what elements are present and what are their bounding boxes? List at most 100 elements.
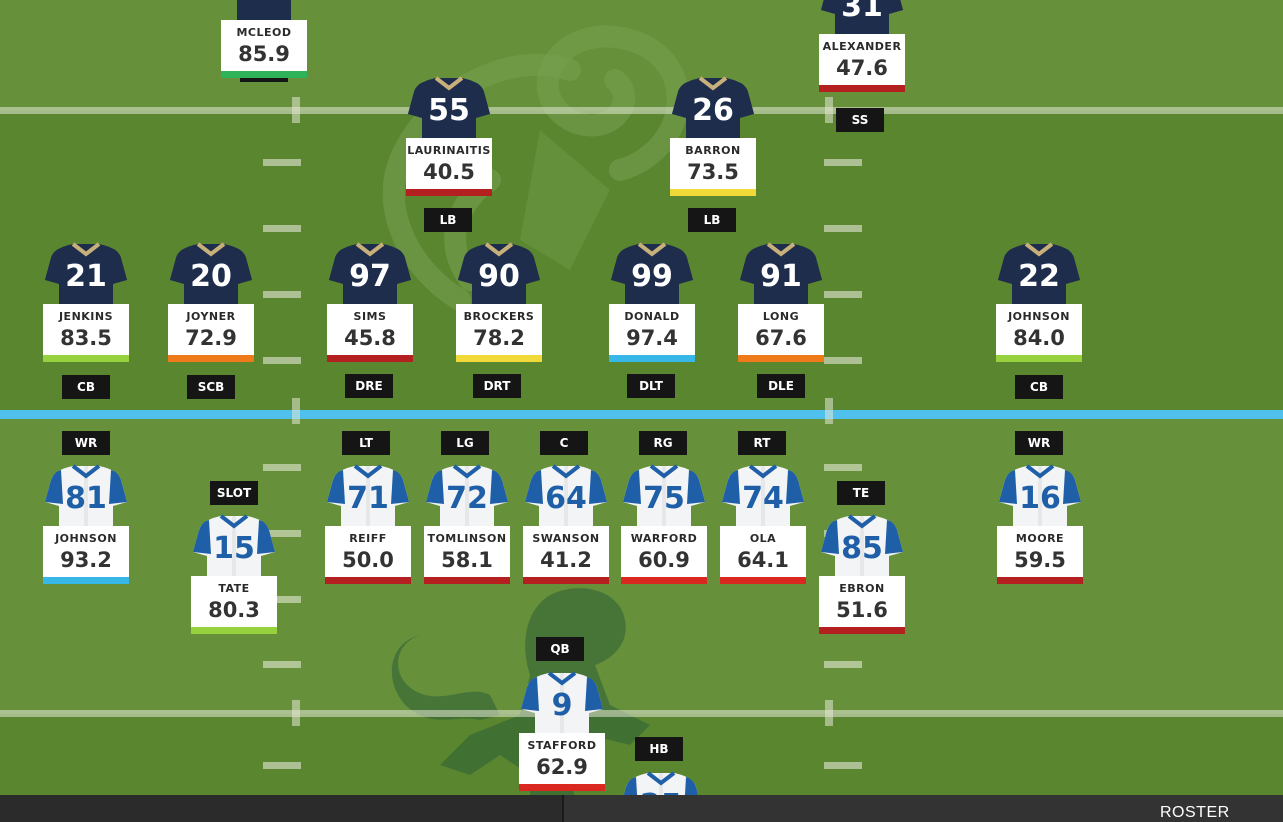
- grade-color-bar: [997, 577, 1083, 584]
- player-card-moore[interactable]: 16 MOORE 59.5: [997, 462, 1083, 584]
- grade-color-bar: [221, 71, 307, 78]
- grade-color-bar: [819, 627, 905, 634]
- position-tag: RT: [738, 431, 786, 455]
- position-tag: LB: [688, 208, 736, 232]
- player-name: ALEXANDER: [822, 40, 902, 53]
- player-grade-card: MCLEOD 85.9: [221, 20, 307, 78]
- player-card-swanson[interactable]: 64 SWANSON 41.2: [523, 462, 609, 584]
- player-name: LAURINAITIS: [407, 144, 491, 157]
- jersey-icon: 15: [193, 514, 275, 580]
- jersey-icon: 9: [521, 671, 603, 737]
- player-card-sims[interactable]: 97 SIMS 45.8: [327, 240, 413, 362]
- player-card-laurinaitis[interactable]: 55 LAURINAITIS 40.5: [406, 74, 492, 196]
- player-card-tate[interactable]: 15 TATE 80.3: [191, 512, 277, 634]
- jersey-icon: 55: [408, 76, 490, 142]
- position-tag: DRE: [345, 374, 393, 398]
- jersey-number: 16: [1019, 481, 1061, 516]
- line-of-scrimmage: [0, 410, 1283, 419]
- position-tag: WR: [1015, 431, 1063, 455]
- player-card-barron[interactable]: 26 BARRON 73.5: [670, 74, 756, 196]
- position-tag: SCB: [187, 375, 235, 399]
- position-tag: WR: [62, 431, 110, 455]
- player-grade: 51.6: [836, 598, 888, 622]
- jersey-number: 97: [349, 259, 391, 294]
- position-tag: TE: [837, 481, 885, 505]
- grade-color-bar: [406, 189, 492, 196]
- jersey-number: 81: [65, 481, 107, 516]
- jersey-number: 21: [65, 259, 107, 294]
- jersey-icon: 16: [999, 464, 1081, 530]
- hash-mark: [263, 530, 301, 537]
- player-card-jenkins[interactable]: 21 JENKINS 83.5: [43, 240, 129, 362]
- bottom-bar: ROSTER: [0, 795, 1283, 822]
- jersey-icon: 72: [426, 464, 508, 530]
- player-grade: 41.2: [540, 548, 592, 572]
- player-grade-card: STAFFORD 62.9: [519, 733, 605, 791]
- player-card-tomlinson[interactable]: 72 TOMLINSON 58.1: [424, 462, 510, 584]
- player-name: JENKINS: [58, 310, 114, 323]
- player-name: TATE: [218, 582, 250, 595]
- player-grade-card: BARRON 73.5: [670, 138, 756, 196]
- grade-color-bar: [325, 577, 411, 584]
- hash-mark: [824, 661, 862, 668]
- player-grade-card: JOHNSON 93.2: [43, 526, 129, 584]
- player-card-mcleod[interactable]: MCLEOD 85.9: [221, 0, 307, 78]
- player-card-warford[interactable]: 75 WARFORD 60.9: [621, 462, 707, 584]
- hash-mark: [824, 291, 862, 298]
- player-grade-card: MOORE 59.5: [997, 526, 1083, 584]
- player-name: SWANSON: [532, 532, 600, 545]
- yard-tick: [825, 398, 833, 424]
- yard-line: [0, 710, 1283, 717]
- grade-color-bar: [519, 784, 605, 791]
- player-card-joyner[interactable]: 20 JOYNER 72.9: [168, 240, 254, 362]
- player-card-ola[interactable]: 74 OLA 64.1: [720, 462, 806, 584]
- jersey-number: 55: [428, 93, 470, 128]
- grade-color-bar: [738, 355, 824, 362]
- player-grade: 40.5: [423, 160, 475, 184]
- player-grade-card: EBRON 51.6: [819, 576, 905, 634]
- player-card-donald[interactable]: 99 DONALD 97.4: [609, 240, 695, 362]
- grade-color-bar: [819, 85, 905, 92]
- player-card-long[interactable]: 91 LONG 67.6: [738, 240, 824, 362]
- jersey-number: 15: [213, 531, 255, 566]
- player-card-reiff[interactable]: 71 REIFF 50.0: [325, 462, 411, 584]
- position-tag: DLT: [627, 374, 675, 398]
- player-name: EBRON: [839, 582, 885, 595]
- hash-mark: [263, 762, 301, 769]
- position-tag: LT: [342, 431, 390, 455]
- hash-mark: [263, 159, 301, 166]
- position-tag: LG: [441, 431, 489, 455]
- player-card-ebron[interactable]: 85 EBRON 51.6: [819, 512, 905, 634]
- player-name: TOMLINSON: [427, 532, 507, 545]
- roster-tab[interactable]: ROSTER: [1160, 804, 1230, 821]
- player-card-johnson-wr[interactable]: 81 JOHNSON 93.2: [43, 462, 129, 584]
- yard-tick: [825, 97, 833, 123]
- jersey-number: 72: [446, 481, 488, 516]
- position-tag: HB: [635, 737, 683, 761]
- player-card-brockers[interactable]: 90 BROCKERS 78.2: [456, 240, 542, 362]
- player-grade-card: JENKINS 83.5: [43, 304, 129, 362]
- position-tag: DLE: [757, 374, 805, 398]
- position-tag: CB: [62, 375, 110, 399]
- hash-mark: [824, 357, 862, 364]
- player-grade-card: WARFORD 60.9: [621, 526, 707, 584]
- hash-mark: [824, 159, 862, 166]
- player-grade: 97.4: [626, 326, 678, 350]
- jersey-number: 74: [742, 481, 784, 516]
- player-grade: 73.5: [687, 160, 739, 184]
- grade-color-bar: [621, 577, 707, 584]
- player-name: JOHNSON: [55, 532, 117, 545]
- jersey-number: 20: [190, 259, 232, 294]
- player-card-johnson-cb[interactable]: 22 JOHNSON 84.0: [996, 240, 1082, 362]
- grade-color-bar: [456, 355, 542, 362]
- player-grade-card: DONALD 97.4: [609, 304, 695, 362]
- jersey-icon: 26: [672, 76, 754, 142]
- grade-color-bar: [609, 355, 695, 362]
- player-grade-card: REIFF 50.0: [325, 526, 411, 584]
- player-grade-card: LONG 67.6: [738, 304, 824, 362]
- player-card-stafford[interactable]: 9 STAFFORD 62.9: [519, 669, 605, 791]
- jersey-icon: 99: [611, 242, 693, 308]
- grade-color-bar: [191, 627, 277, 634]
- player-card-alexander[interactable]: 31 ALEXANDER 47.6: [819, 0, 905, 92]
- position-tag: RG: [639, 431, 687, 455]
